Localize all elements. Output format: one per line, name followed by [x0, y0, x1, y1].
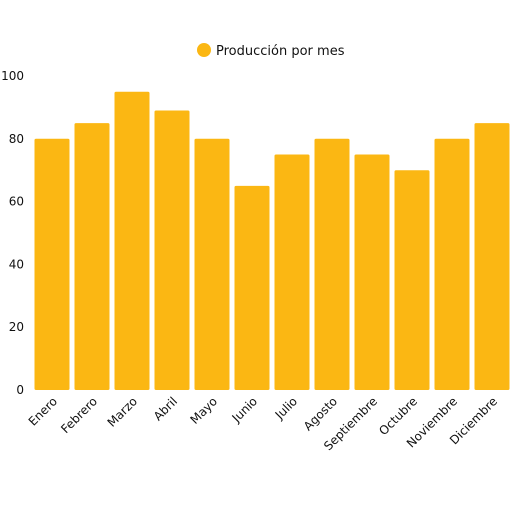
bar	[114, 91, 150, 390]
x-tick-label: Marzo	[105, 394, 141, 430]
y-axis: 0 20 40 60 80 100	[1, 69, 24, 397]
y-tick-label: 20	[9, 320, 24, 334]
bar	[34, 138, 70, 390]
bar	[74, 123, 110, 390]
x-tick-label: Abril	[151, 394, 180, 423]
x-tick-label: Febrero	[58, 394, 100, 436]
x-tick-label: Julio	[272, 394, 300, 422]
bars	[34, 91, 510, 390]
bar	[194, 138, 230, 390]
legend: Producción por mes	[197, 43, 345, 59]
bar	[474, 123, 510, 390]
y-tick-label: 100	[1, 69, 24, 83]
x-tick-label: Junio	[229, 394, 260, 425]
x-tick-label: Mayo	[187, 394, 220, 427]
legend-label: Producción por mes	[216, 44, 345, 59]
x-tick-label: Agosto	[301, 394, 340, 433]
bar	[154, 110, 190, 390]
bar	[354, 154, 390, 390]
x-tick-label: Enero	[26, 394, 60, 428]
y-tick-label: 40	[9, 257, 24, 271]
bar	[314, 138, 350, 390]
y-tick-label: 60	[9, 195, 24, 209]
legend-swatch	[197, 43, 211, 57]
y-tick-label: 80	[9, 132, 24, 146]
y-tick-label: 0	[16, 383, 24, 397]
bar	[434, 138, 470, 390]
bar	[234, 185, 270, 390]
bar	[274, 154, 310, 390]
bar	[394, 170, 430, 390]
